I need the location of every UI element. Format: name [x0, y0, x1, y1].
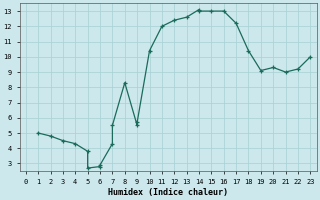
X-axis label: Humidex (Indice chaleur): Humidex (Indice chaleur) [108, 188, 228, 197]
